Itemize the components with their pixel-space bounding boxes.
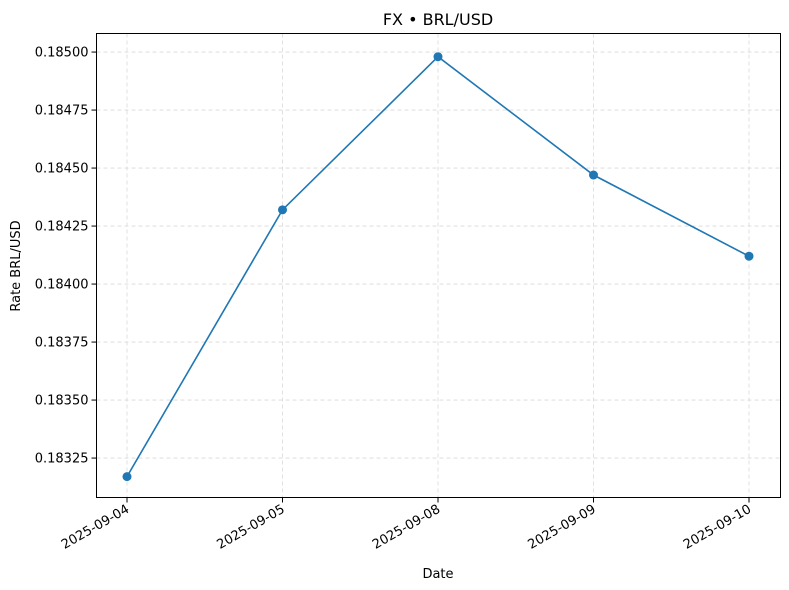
y-axis: 0.18325 0.18350 0.18375 0.18400 0.18425 0.184… <box>35 46 97 467</box>
x-axis: 2025-09-04 2025-09-05 2025-09-08 2025-09-09… <box>59 497 754 553</box>
y-tick-label: 0.18325 <box>35 452 89 467</box>
y-tick-label: 0.18350 <box>35 394 89 409</box>
data-point <box>433 52 443 62</box>
series <box>122 52 754 482</box>
plot-frame <box>96 33 781 498</box>
chart-title: FX • BRL/USD <box>383 10 493 29</box>
data-point <box>589 170 598 180</box>
x-tick-label: 2025-09-08 <box>370 502 443 553</box>
data-point <box>122 472 132 482</box>
data-point <box>744 251 754 261</box>
x-tick-label: 2025-09-05 <box>215 502 288 553</box>
x-tick-label: 2025-09-10 <box>681 502 754 553</box>
x-axis-label: Date <box>422 567 453 582</box>
data-point <box>278 205 287 215</box>
y-tick-label: 0.18475 <box>35 104 89 119</box>
y-axis-label: Rate BRL/USD <box>9 220 24 311</box>
y-tick-label: 0.18400 <box>35 278 89 293</box>
y-tick-label: 0.18375 <box>35 336 89 351</box>
x-tick-label: 2025-09-04 <box>59 502 132 553</box>
grid <box>96 33 781 498</box>
y-tick-label: 0.18450 <box>35 162 89 177</box>
y-tick-label: 0.18500 <box>35 46 89 61</box>
y-tick-label: 0.18425 <box>35 220 89 235</box>
x-tick-label: 2025-09-09 <box>526 502 599 553</box>
